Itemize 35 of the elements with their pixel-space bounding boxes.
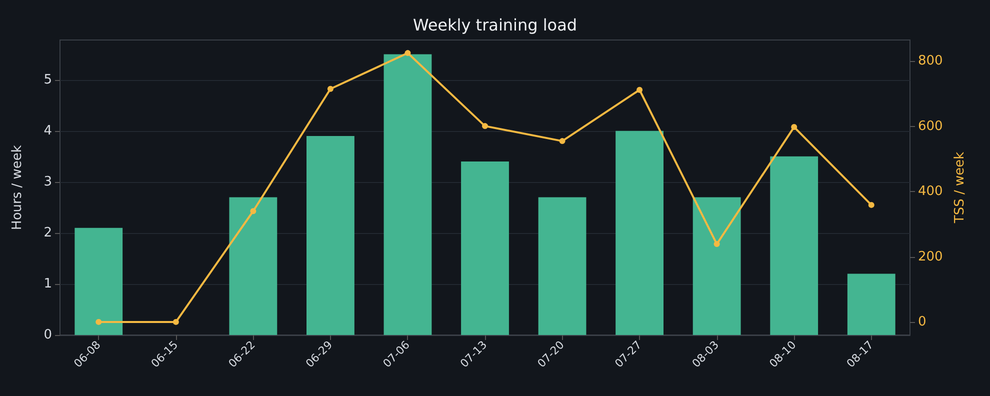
y-tick-label: 2 [44,225,52,240]
y2-axis-title: TSS / week [952,151,968,224]
y2-tick-label: 400 [918,184,943,200]
bar [770,156,818,335]
y2-tick-label: 600 [918,118,943,134]
y2-tick-label: 800 [918,54,943,69]
point [404,50,411,56]
bar [461,161,509,335]
y-tick-label: 4 [44,123,52,138]
bar [384,54,432,335]
bar [306,136,354,335]
y2-tick-label: 0 [918,314,926,330]
point [96,318,102,325]
point [172,318,179,325]
y-tick-label: 3 [44,174,52,190]
y2-tick-label: 200 [918,249,943,264]
y-axis-title: Hours / week [10,144,25,230]
bar [847,274,896,335]
y-tick-label: 5 [44,72,52,88]
bar [692,197,741,335]
point [327,86,334,92]
point [714,241,720,248]
chart-title: Weekly training load [412,16,578,34]
point [868,202,874,208]
point [250,208,256,214]
y-tick-label: 0 [44,328,52,342]
point [482,123,488,130]
bar [538,197,586,335]
bar [74,228,123,335]
bar [229,197,278,335]
y-tick-label: 1 [44,276,52,292]
point [791,124,798,130]
point [559,138,566,144]
bar [616,130,664,335]
point [636,86,643,93]
